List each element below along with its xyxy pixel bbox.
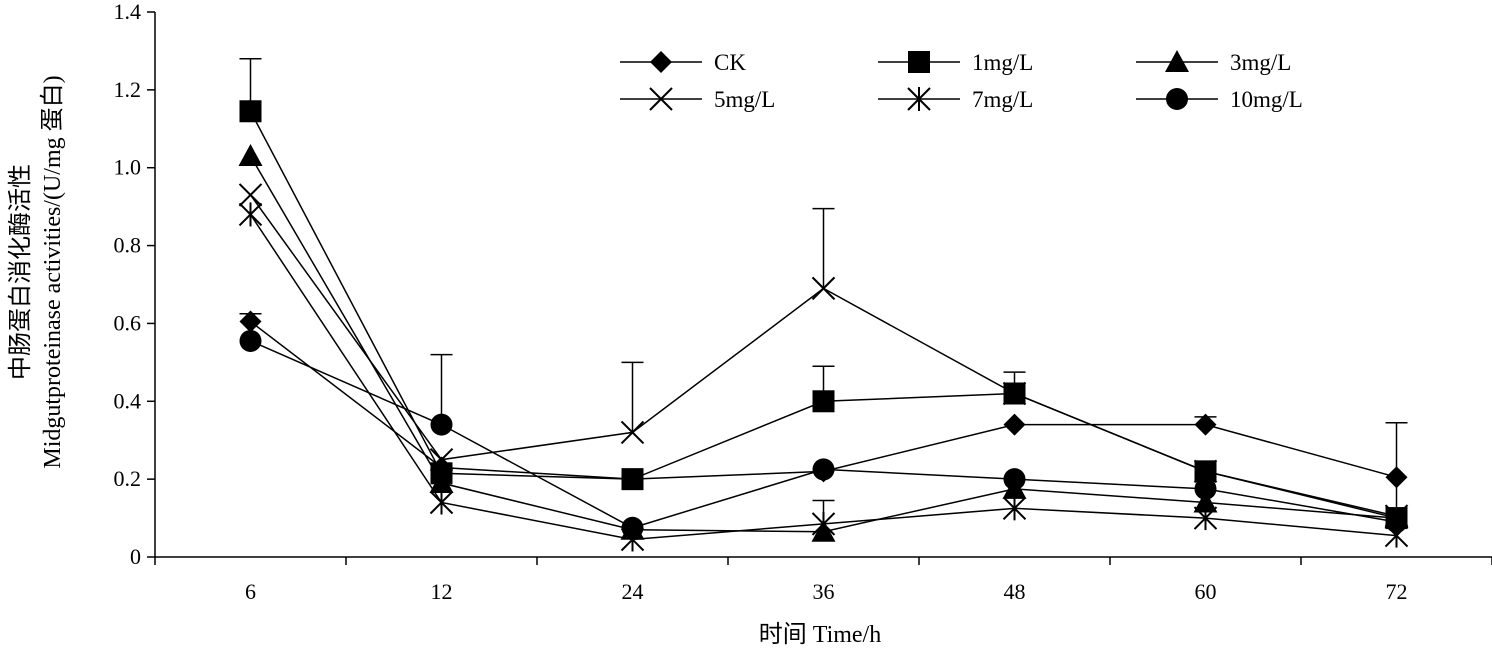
y-tick-label: 0.8 (114, 233, 142, 258)
legend-label: 1mg/L (972, 50, 1033, 75)
legend-item-3mg-l: 3mg/L (1136, 50, 1291, 75)
legend-label: 10mg/L (1230, 87, 1303, 112)
data-point-5mg-l (1193, 459, 1218, 484)
legend-label: 3mg/L (1230, 50, 1291, 75)
series-5mg-l (238, 183, 1409, 528)
x-tick-labels: 6 12 24 36 48 60 72 (245, 579, 1408, 604)
y-tick-label: 0 (130, 544, 141, 569)
legend-item-ck: CK (620, 50, 746, 75)
y-tick-label: 0.4 (114, 388, 142, 413)
data-point-1mg-l (812, 390, 835, 413)
legend-marker-5mg-l (649, 87, 673, 111)
series-10mg-l (239, 329, 1408, 539)
data-point-ck (1003, 413, 1026, 436)
y-tick-label: 1.0 (114, 155, 142, 180)
y-tick-labels: 0 0.2 0.4 0.6 0.8 1.0 1.2 1.4 (114, 0, 142, 569)
data-point-5mg-l (1002, 381, 1027, 406)
data-point-10mg-l (1385, 510, 1408, 533)
y-tick-label: 1.2 (114, 77, 142, 102)
data-point-3mg-l (238, 144, 263, 167)
legend-item-1mg-l: 1mg/L (878, 50, 1033, 75)
y-tick-label: 1.4 (114, 0, 142, 24)
y-tick-label: 0.6 (114, 310, 142, 335)
legend-marker-10mg-l (1166, 88, 1188, 110)
legend-label: 5mg/L (714, 87, 775, 112)
y-axis-title-english: Midgutproteinase activities/(U/mg 蛋白) (39, 75, 66, 468)
data-point-7mg-l (238, 202, 263, 227)
data-point-ck (1194, 413, 1217, 436)
x-tick-label: 72 (1386, 579, 1408, 604)
x-tick-label: 12 (431, 579, 453, 604)
y-axis-title-chinese: 中肠蛋白消化酶活性 (7, 164, 34, 380)
data-point-7mg-l (429, 490, 454, 515)
legend-item-5mg-l: 5mg/L (620, 87, 775, 112)
data-point-10mg-l (430, 413, 453, 436)
x-axis-title: 时间 Time/h (759, 621, 881, 648)
legend-marker-7mg-l (907, 87, 931, 111)
data-point-ck (239, 310, 262, 333)
data-point-3mg-l (429, 471, 454, 494)
legend-marker-1mg-l (908, 51, 930, 73)
x-tick-label: 24 (622, 579, 644, 604)
data-point-10mg-l (621, 516, 644, 539)
data-point-5mg-l (429, 447, 454, 472)
data-point-10mg-l (239, 329, 262, 352)
series-line-1mg-l (249, 110, 1397, 519)
data-point-3mg-l (1193, 490, 1218, 513)
data-point-10mg-l (1194, 477, 1217, 500)
legend-label: 7mg/L (972, 87, 1033, 112)
legend-item-7mg-l: 7mg/L (878, 87, 1033, 112)
series-7mg-l (238, 202, 1409, 552)
data-point-7mg-l (811, 511, 836, 536)
data-point-7mg-l (1193, 506, 1218, 531)
legend-item-10mg-l: 10mg/L (1136, 87, 1303, 112)
data-point-1mg-l (621, 468, 644, 491)
data-point-1mg-l (239, 100, 262, 123)
data-point-5mg-l (238, 183, 263, 207)
legend-marker-3mg-l (1165, 50, 1189, 72)
legend: CK 1mg/L 3mg/L 5mg/L 7mg/L 10mg/L (620, 50, 1303, 112)
data-point-10mg-l (1003, 468, 1026, 491)
y-tick-label: 0.2 (114, 466, 142, 491)
data-point-5mg-l (811, 276, 836, 301)
x-tick-label: 36 (813, 579, 835, 604)
axes (147, 11, 1492, 565)
x-tick-label: 6 (245, 579, 256, 604)
x-tick-label: 48 (1004, 579, 1026, 604)
data-point-10mg-l (812, 458, 835, 481)
x-tick-label: 60 (1195, 579, 1217, 604)
legend-label: CK (714, 50, 746, 75)
data-point-7mg-l (1002, 496, 1027, 521)
legend-marker-ck (650, 51, 672, 73)
data-point-5mg-l (620, 420, 645, 445)
series-layer (238, 57, 1409, 552)
